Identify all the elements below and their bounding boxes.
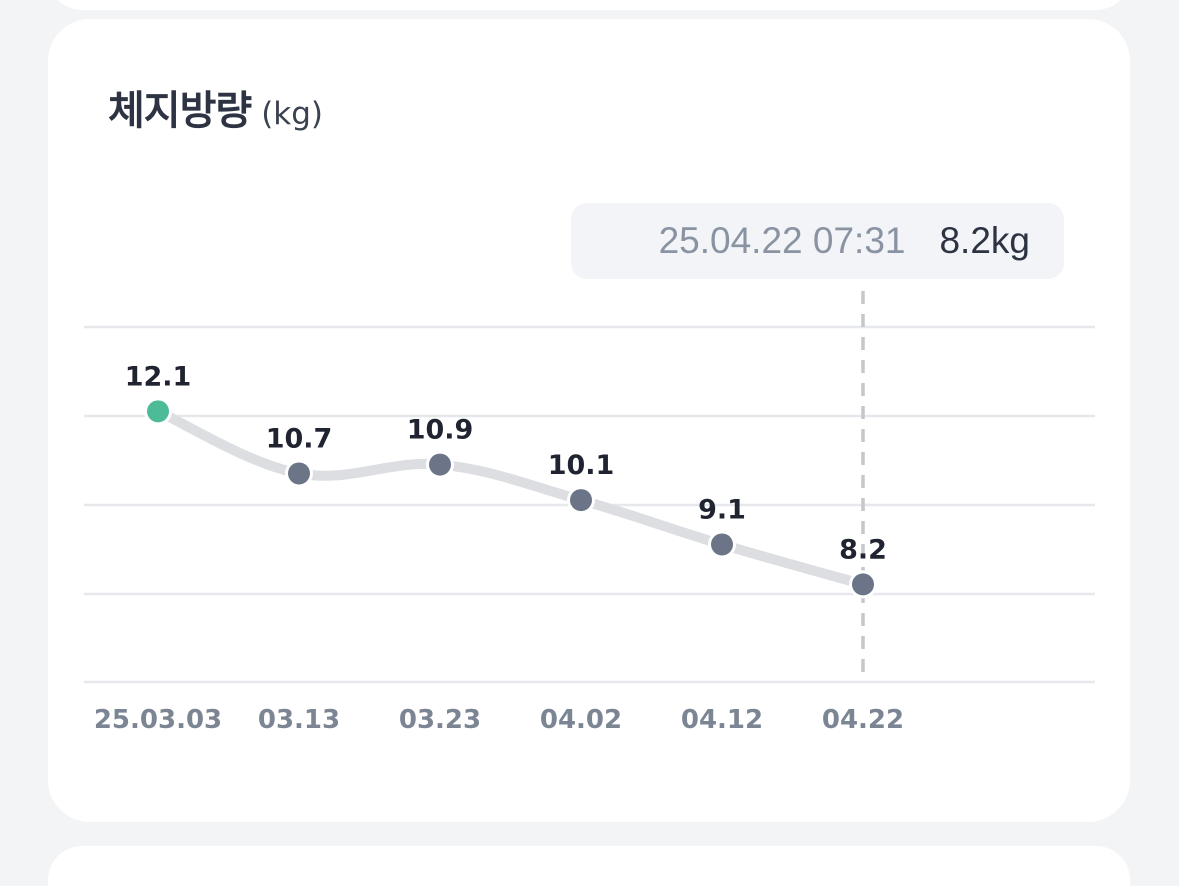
body-fat-line-chart: 12.1 10.7 10.9 10.1 9.1 8.2 25.03.03 03.13 03.2… [84,291,1095,735]
data-label-0: 12.1 [125,361,192,392]
data-points [144,397,877,599]
x-tick-label-0: 25.03.03 [94,705,222,735]
x-tick-label-2: 03.23 [399,705,481,735]
data-label-5: 8.2 [839,534,887,565]
grid-lines [84,325,1095,684]
data-point-4[interactable] [711,533,733,556]
data-label-1: 10.7 [266,423,333,454]
x-tick-label-5: 04.22 [822,705,904,735]
x-axis-labels: 25.03.03 03.13 03.23 04.02 04.12 04.22 [94,705,904,735]
x-tick-label-1: 03.13 [258,705,340,735]
tooltip-datetime: 25.04.22 07:31 [658,220,906,261]
card-title: 체지방량 (kg) [108,78,323,136]
data-label-2: 10.9 [407,415,474,446]
chart-title: 체지방량 [108,88,252,134]
data-point-5[interactable] [852,573,874,596]
x-tick-label-4: 04.12 [681,705,763,735]
x-tick-label-3: 04.02 [540,705,622,735]
data-label-3: 10.1 [548,450,615,481]
data-point-3[interactable] [570,489,592,512]
data-labels: 12.1 10.7 10.9 10.1 9.1 8.2 [125,361,887,565]
chart-unit: (kg) [261,96,324,132]
previous-card-edge [48,0,1130,10]
tooltip-value: 8.2kg [939,220,1030,261]
selected-point-tooltip: 25.04.22 07:31 8.2kg [571,203,1064,279]
data-point-0[interactable] [147,400,169,423]
data-point-2[interactable] [429,453,451,476]
data-point-1[interactable] [288,462,310,485]
series-path [153,406,868,590]
data-label-4: 9.1 [698,494,746,525]
next-card-edge [48,846,1130,886]
series-line [153,406,868,590]
body-fat-card [48,19,1130,822]
